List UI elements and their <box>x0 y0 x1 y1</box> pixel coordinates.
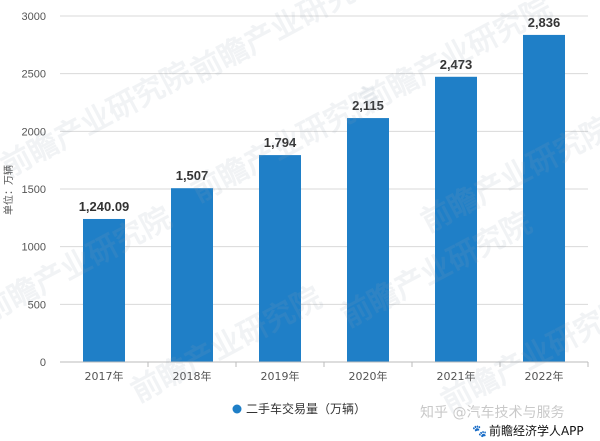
y-tick-label: 2500 <box>22 69 46 81</box>
footer-brand: 知乎 @汽车技术与服务 <box>420 405 565 421</box>
y-tick-label: 500 <box>28 299 46 311</box>
x-axis-ticks: 2017年 2018年 2019年 2020年 2021年 2022年 <box>85 362 589 383</box>
bar-value-label: 2,473 <box>440 57 473 72</box>
bar <box>259 155 301 362</box>
legend[interactable]: 二手车交易量（万辆） <box>232 401 367 416</box>
x-tick-label: 2019年 <box>261 369 300 383</box>
y-tick-label: 2000 <box>22 126 46 138</box>
y-tick-label: 3000 <box>22 11 46 23</box>
y-tick-label: 1500 <box>22 184 46 196</box>
x-tick-label: 2020年 <box>349 369 388 383</box>
x-tick-label: 2022年 <box>525 369 564 383</box>
x-tick-label: 2018年 <box>173 369 212 383</box>
paw-icon: 🐾 <box>472 424 487 438</box>
y-axis-label: 单位：万辆 <box>2 165 15 215</box>
legend-marker <box>232 404 242 414</box>
bar <box>435 76 477 362</box>
y-tick-label: 1000 <box>22 242 46 254</box>
bar-value-label: 2,836 <box>528 15 561 30</box>
bars <box>83 34 565 362</box>
legend-label: 二手车交易量（万辆） <box>246 401 366 416</box>
x-tick-label: 2021年 <box>437 369 476 383</box>
footer-app: 🐾 前瞻经济学人APP <box>470 422 586 439</box>
x-tick-label: 2017年 <box>85 369 124 383</box>
bar <box>171 188 213 362</box>
bar <box>523 34 565 362</box>
value-labels: 1,240.09 1,507 1,794 2,115 2,473 2,836 <box>79 15 561 214</box>
bar-value-label: 1,240.09 <box>79 199 130 214</box>
footer-app-label: 前瞻经济学人APP <box>488 424 584 438</box>
bar <box>83 218 125 362</box>
bar-value-label: 1,794 <box>264 135 297 150</box>
bar-value-label: 2,115 <box>352 98 384 113</box>
bar <box>347 118 389 362</box>
bar-value-label: 1,507 <box>176 168 209 183</box>
y-tick-label: 0 <box>40 357 46 369</box>
grid-lines <box>60 15 588 305</box>
y-axis-ticks: 0 500 1000 1500 2000 2500 3000 <box>22 11 46 369</box>
